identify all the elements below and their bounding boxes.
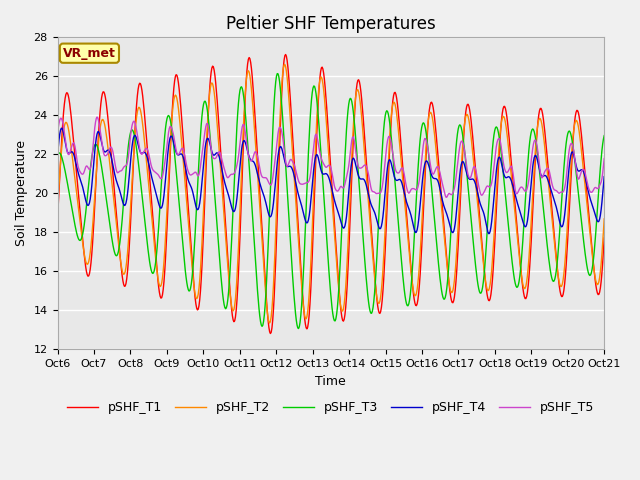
pSHF_T4 bbox=[414, 223, 422, 228]
pSHF_T1 bbox=[399, 163, 406, 169]
pSHF_T4 bbox=[65, 150, 72, 156]
pSHF_T5 bbox=[600, 156, 608, 161]
pSHF_T4 bbox=[600, 174, 608, 180]
pSHF_T5 bbox=[93, 114, 101, 120]
Title: Peltier SHF Temperatures: Peltier SHF Temperatures bbox=[226, 15, 436, 33]
pSHF_T2 bbox=[281, 61, 289, 67]
Legend: pSHF_T1, pSHF_T2, pSHF_T3, pSHF_T4, pSHF_T5: pSHF_T1, pSHF_T2, pSHF_T3, pSHF_T4, pSHF… bbox=[62, 396, 600, 419]
pSHF_T1 bbox=[282, 52, 289, 58]
pSHF_T5 bbox=[442, 194, 450, 200]
pSHF_T2 bbox=[266, 320, 273, 326]
pSHF_T5 bbox=[54, 131, 61, 136]
Text: VR_met: VR_met bbox=[63, 47, 116, 60]
pSHF_T5 bbox=[205, 127, 212, 133]
pSHF_T3 bbox=[415, 156, 422, 161]
pSHF_T2 bbox=[54, 204, 61, 210]
pSHF_T3 bbox=[399, 272, 406, 277]
pSHF_T4 bbox=[58, 125, 65, 131]
Line: pSHF_T4: pSHF_T4 bbox=[58, 128, 604, 234]
pSHF_T2 bbox=[204, 110, 212, 116]
pSHF_T3 bbox=[63, 180, 71, 186]
pSHF_T2 bbox=[63, 122, 71, 128]
pSHF_T1 bbox=[415, 290, 422, 296]
pSHF_T5 bbox=[176, 149, 184, 155]
pSHF_T1 bbox=[120, 282, 127, 288]
pSHF_T4 bbox=[176, 151, 184, 157]
pSHF_T3 bbox=[273, 71, 281, 76]
X-axis label: Time: Time bbox=[316, 374, 346, 387]
Line: pSHF_T5: pSHF_T5 bbox=[58, 117, 604, 197]
pSHF_T1 bbox=[54, 216, 61, 221]
pSHF_T2 bbox=[120, 271, 127, 277]
pSHF_T2 bbox=[175, 112, 183, 118]
pSHF_T3 bbox=[54, 152, 61, 157]
pSHF_T3 bbox=[600, 133, 608, 139]
pSHF_T1 bbox=[267, 331, 275, 336]
pSHF_T4 bbox=[398, 180, 406, 186]
pSHF_T1 bbox=[600, 235, 608, 241]
pSHF_T3 bbox=[294, 325, 302, 331]
pSHF_T2 bbox=[399, 177, 406, 183]
Line: pSHF_T3: pSHF_T3 bbox=[58, 73, 604, 328]
pSHF_T5 bbox=[120, 164, 128, 169]
pSHF_T3 bbox=[120, 198, 127, 204]
Line: pSHF_T2: pSHF_T2 bbox=[58, 64, 604, 323]
pSHF_T1 bbox=[204, 115, 212, 120]
pSHF_T4 bbox=[54, 152, 61, 158]
pSHF_T4 bbox=[205, 137, 212, 143]
pSHF_T4 bbox=[484, 231, 492, 237]
pSHF_T5 bbox=[63, 149, 71, 155]
pSHF_T1 bbox=[63, 90, 71, 96]
Y-axis label: Soil Temperature: Soil Temperature bbox=[15, 140, 28, 246]
pSHF_T1 bbox=[175, 86, 183, 92]
pSHF_T2 bbox=[600, 216, 608, 222]
pSHF_T3 bbox=[175, 201, 183, 207]
pSHF_T5 bbox=[414, 184, 422, 190]
pSHF_T2 bbox=[415, 272, 422, 278]
pSHF_T5 bbox=[398, 165, 406, 171]
Line: pSHF_T1: pSHF_T1 bbox=[58, 55, 604, 334]
pSHF_T3 bbox=[204, 113, 212, 119]
pSHF_T4 bbox=[120, 203, 128, 208]
